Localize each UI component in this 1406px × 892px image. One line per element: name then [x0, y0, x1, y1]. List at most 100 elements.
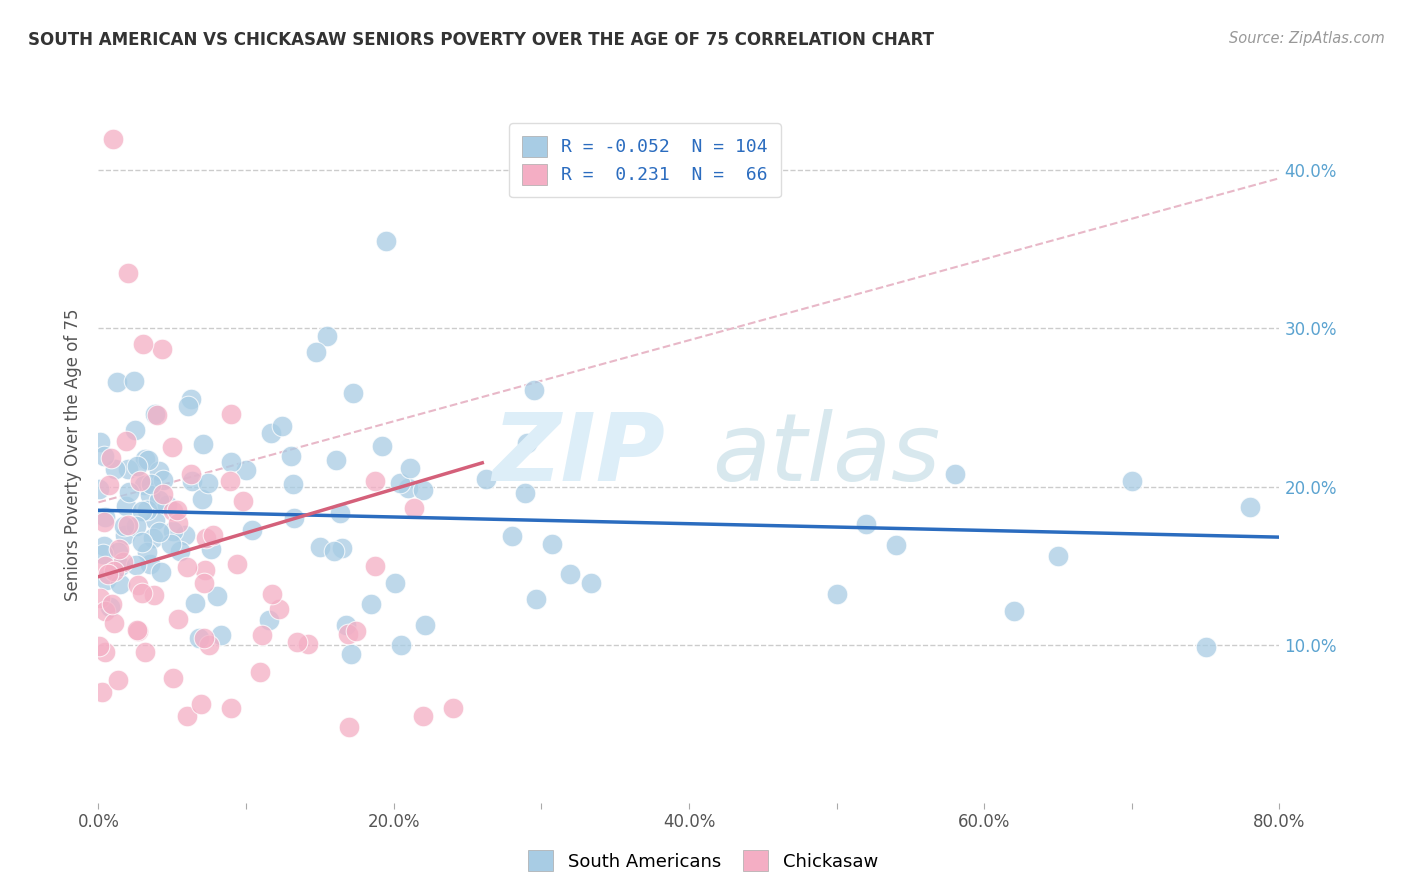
Point: [187, 632, 209, 646]
Point: [146, 409, 169, 423]
Point: [404, 501, 426, 516]
Point: [167, 612, 190, 626]
Point: [166, 502, 188, 516]
Point: [384, 575, 406, 590]
Point: [297, 637, 319, 651]
Point: [143, 513, 166, 527]
Point: [93, 449, 115, 463]
Point: [193, 576, 215, 591]
Point: [323, 543, 346, 558]
Point: [339, 720, 361, 734]
Point: [87, 482, 110, 496]
Point: [176, 560, 198, 574]
Point: [160, 537, 183, 551]
Point: [134, 451, 156, 466]
Point: [143, 407, 166, 421]
Point: [884, 538, 907, 552]
Point: [260, 426, 283, 441]
Point: [117, 462, 139, 476]
Point: [193, 631, 215, 645]
Point: [93, 539, 115, 553]
Point: [219, 475, 242, 489]
Point: [148, 465, 170, 479]
Point: [103, 615, 125, 630]
Point: [309, 541, 332, 555]
Point: [267, 602, 290, 616]
Point: [162, 524, 184, 538]
Point: [1195, 640, 1218, 654]
Point: [125, 558, 148, 573]
Point: [283, 477, 305, 491]
Point: [150, 343, 173, 357]
Text: SOUTH AMERICAN VS CHICKASAW SENIORS POVERTY OVER THE AGE OF 75 CORRELATION CHART: SOUTH AMERICAN VS CHICKASAW SENIORS POVE…: [28, 31, 934, 49]
Point: [198, 639, 221, 653]
Point: [93, 516, 115, 530]
Point: [108, 577, 131, 591]
Point: [221, 701, 243, 715]
Legend: R = -0.052  N = 104, R =  0.231  N =  66: R = -0.052 N = 104, R = 0.231 N = 66: [509, 123, 780, 197]
Point: [127, 624, 149, 639]
Point: [501, 529, 523, 543]
Point: [89, 591, 111, 605]
Point: [142, 532, 165, 546]
Point: [131, 535, 153, 549]
Point: [117, 518, 139, 533]
Point: [87, 639, 110, 653]
Point: [197, 475, 219, 490]
Point: [523, 384, 546, 398]
Point: [1121, 474, 1143, 488]
Point: [346, 624, 368, 639]
Point: [285, 635, 308, 649]
Point: [516, 436, 538, 450]
Point: [399, 460, 422, 475]
Point: [125, 518, 148, 533]
Point: [280, 450, 302, 464]
Point: [195, 531, 218, 545]
Point: [152, 487, 174, 501]
Point: [240, 523, 263, 537]
Point: [103, 131, 125, 145]
Point: [441, 701, 464, 715]
Point: [105, 375, 128, 389]
Point: [112, 555, 135, 569]
Y-axis label: Seniors Poverty Over the Age of 75: Seniors Poverty Over the Age of 75: [65, 309, 83, 601]
Point: [134, 645, 156, 659]
Point: [855, 516, 877, 531]
Point: [524, 592, 547, 607]
Point: [209, 628, 232, 642]
Point: [325, 453, 347, 467]
Point: [136, 453, 159, 467]
Point: [389, 638, 412, 652]
Point: [117, 266, 139, 280]
Point: [118, 484, 141, 499]
Point: [249, 665, 271, 679]
Point: [127, 578, 149, 592]
Point: [305, 345, 328, 359]
Point: [201, 528, 224, 542]
Point: [108, 558, 131, 573]
Point: [132, 337, 155, 351]
Point: [342, 385, 364, 400]
Point: [139, 558, 162, 572]
Point: [162, 671, 184, 685]
Point: [177, 399, 200, 413]
Point: [148, 524, 170, 539]
Point: [560, 567, 582, 582]
Point: [541, 536, 564, 550]
Point: [232, 493, 254, 508]
Point: [150, 565, 173, 579]
Point: [107, 673, 129, 687]
Point: [396, 481, 419, 495]
Point: [136, 502, 159, 516]
Point: [371, 439, 394, 453]
Point: [107, 545, 129, 559]
Point: [474, 472, 496, 486]
Point: [271, 418, 294, 433]
Point: [136, 545, 159, 559]
Point: [364, 559, 387, 574]
Point: [124, 423, 146, 437]
Point: [94, 604, 117, 618]
Point: [138, 487, 160, 501]
Point: [200, 541, 222, 556]
Point: [389, 475, 412, 490]
